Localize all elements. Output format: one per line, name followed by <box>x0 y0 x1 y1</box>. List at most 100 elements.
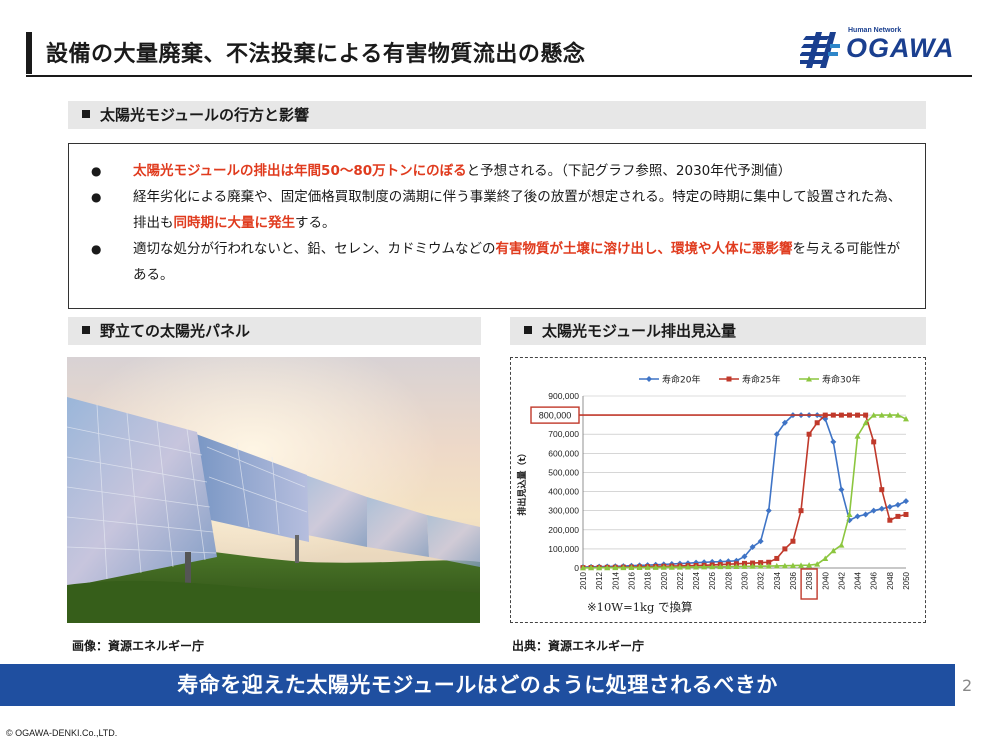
data-point <box>854 433 861 439</box>
data-point <box>894 412 901 418</box>
data-point <box>806 431 812 437</box>
data-point <box>644 564 651 570</box>
section-heading-emission-forecast: 太陽光モジュール排出見込量 <box>510 317 926 345</box>
x-tick-label: 2038 <box>805 571 814 589</box>
data-point <box>886 412 893 418</box>
data-point <box>798 562 805 568</box>
page-number: 2 <box>962 676 973 695</box>
x-tick-label: 2030 <box>741 571 750 589</box>
data-point <box>822 555 829 561</box>
highlight-text: 同時期に大量に発生 <box>173 215 296 231</box>
highlight-text: 有害物質が土壌に溶け出し、環境や人体に悪影響 <box>495 241 793 257</box>
data-point <box>830 438 837 445</box>
y-tick-label: 300,000 <box>548 506 579 516</box>
y-tick-label: 700,000 <box>548 429 579 439</box>
data-point <box>765 563 772 569</box>
data-point <box>814 420 820 426</box>
bullet-text: 適切な処分が行われないと、鉛、セレン、カドミウムなどの <box>133 241 496 257</box>
data-point <box>693 563 700 570</box>
data-point <box>887 517 893 523</box>
section-heading-module-fate: 太陽光モジュールの行方と影響 <box>68 101 926 129</box>
x-tick-label: 2012 <box>595 571 604 589</box>
conclusion-banner: 寿命を迎えた太陽光モジュールはどのように処理されるべきか <box>0 664 955 706</box>
data-point <box>612 564 619 571</box>
bullet-dot-icon: ● <box>91 190 102 204</box>
data-point <box>855 412 861 418</box>
y-tick-label: 500,000 <box>548 467 579 477</box>
data-point <box>789 562 796 569</box>
y-tick-label: 600,000 <box>548 448 579 458</box>
data-point <box>774 555 780 561</box>
x-tick-label: 2028 <box>724 571 733 589</box>
highlight-text: 太陽光モジュールの排出は年間50～80万トンにのぼる <box>133 163 467 179</box>
bullet-dot-icon: ● <box>91 164 102 178</box>
legend-marker <box>806 376 812 382</box>
logo-wordmark: OGAWA <box>846 33 955 63</box>
x-tick-label: 2048 <box>886 571 895 589</box>
data-point <box>668 564 675 570</box>
data-point <box>894 501 901 508</box>
highlight-value-label: 800,000 <box>539 411 572 421</box>
copyright-notice: © OGAWA-DENKI.Co.,LTD. <box>6 728 118 738</box>
data-point <box>757 538 764 545</box>
x-tick-label: 2026 <box>708 571 717 589</box>
data-point <box>806 562 813 568</box>
section-heading-label: 太陽光モジュールの行方と影響 <box>100 106 309 124</box>
data-point <box>766 559 772 565</box>
data-point <box>758 560 764 566</box>
data-point <box>830 547 837 554</box>
y-tick-label: 900,000 <box>548 391 579 401</box>
square-bullet-icon <box>82 109 90 118</box>
chart-note: ※10W=1kg で換算 <box>587 600 693 614</box>
x-tick-label: 2024 <box>692 571 701 589</box>
data-point <box>781 419 788 426</box>
data-point <box>878 412 885 418</box>
y-tick-label: 100,000 <box>548 544 579 554</box>
legend-label: 寿命30年 <box>822 374 860 386</box>
data-point <box>870 412 877 418</box>
highlight-value-box <box>530 406 580 424</box>
section-heading-label: 太陽光モジュール排出見込量 <box>542 322 736 340</box>
data-point <box>814 561 821 567</box>
data-point <box>781 562 788 569</box>
chart-container: 0 100,000 200,000 300,000 400,000 500,000 600,… <box>510 357 926 623</box>
y-tick-label: 0 <box>574 563 579 573</box>
data-point <box>733 563 740 569</box>
data-point <box>846 517 853 524</box>
data-point <box>878 505 885 512</box>
logo-tagline: Human Network <box>848 27 902 34</box>
legend-marker <box>726 376 732 382</box>
data-point <box>620 564 627 571</box>
data-point <box>871 439 877 445</box>
chart-caption: 出典：資源エネルギー庁 <box>512 639 645 653</box>
data-point <box>854 513 861 520</box>
x-tick-label: 2036 <box>789 571 798 589</box>
data-point <box>773 562 780 569</box>
bullet-text: 経年劣化による廃棄や、固定価格買取制度の満期に伴う事業終了後の放置が想定される。… <box>133 189 902 231</box>
x-tick-label: 2040 <box>821 571 830 589</box>
data-point <box>693 559 700 566</box>
bullet-dot-icon: ● <box>91 242 102 256</box>
y-tick-label: 400,000 <box>548 487 579 497</box>
data-point <box>741 563 748 569</box>
data-point <box>838 486 845 493</box>
data-point <box>782 546 788 552</box>
x-tick-label: 2022 <box>676 571 685 589</box>
bullet-text: する。 <box>295 215 336 231</box>
data-point <box>725 563 732 570</box>
data-point <box>676 564 683 570</box>
data-point <box>741 553 748 560</box>
x-tick-label: 2050 <box>902 571 911 589</box>
bullet-text: を与える可能性がある。 <box>133 241 901 283</box>
x-tick-label: 2046 <box>870 571 879 589</box>
data-point <box>798 508 804 514</box>
legend-label: 寿命20年 <box>662 374 700 386</box>
section-heading-label: 野立ての太陽光パネル <box>100 322 251 340</box>
data-point <box>660 564 667 570</box>
data-point <box>863 412 869 418</box>
x-tick-label: 2032 <box>757 571 766 589</box>
bullet-text: と予想される。（下記グラフ参照、2030年代予測値） <box>466 163 792 179</box>
title-accent-bar <box>26 32 32 74</box>
data-point <box>765 507 772 514</box>
square-bullet-icon <box>524 325 532 334</box>
